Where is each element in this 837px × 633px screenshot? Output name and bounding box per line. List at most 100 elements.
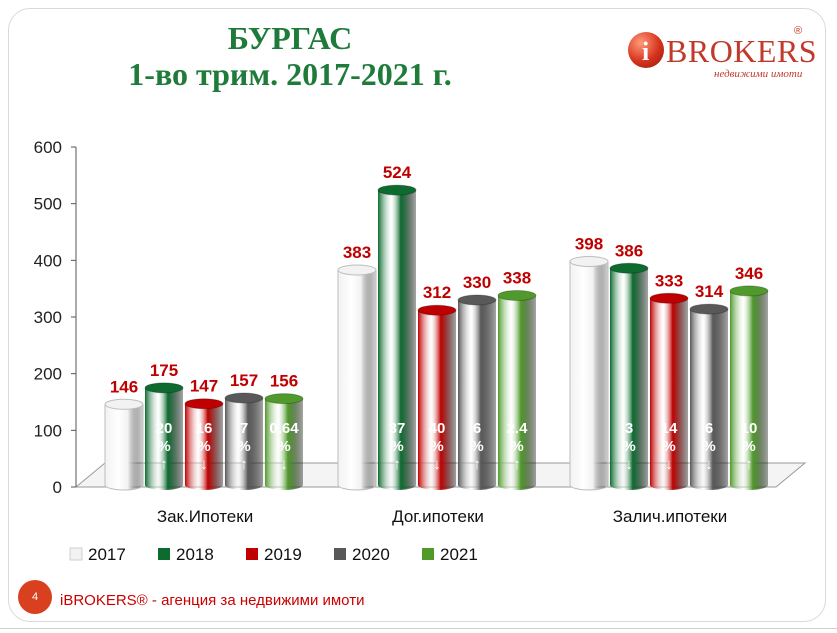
- bar-2017-2: [569, 260, 609, 491]
- bar-top-2019-1: [417, 304, 457, 316]
- bar-top-2017-0: [104, 398, 144, 410]
- bar-top-2018-1: [377, 184, 417, 196]
- y-tick-label: 0: [53, 478, 62, 497]
- bar-2017-1: [337, 269, 377, 491]
- ibrokers-logo: i BROKERS ® недвижими имоти: [618, 20, 817, 80]
- title-line-1: БУРГАС: [227, 20, 353, 56]
- bar-2018-0: [145, 387, 183, 490]
- data-label: 524: [383, 163, 412, 182]
- y-tick-label: 500: [34, 195, 62, 214]
- bar-2019-0: [185, 403, 223, 490]
- bar-top-2020-0: [224, 392, 264, 404]
- legend-label-2021: 2021: [440, 545, 478, 564]
- arrow-up-icon: ↑: [160, 456, 168, 473]
- bottom-divider: [0, 628, 837, 629]
- bar-top-2021-0: [264, 393, 304, 405]
- legend-label-2018: 2018: [176, 545, 214, 564]
- change-percent-value: 3: [625, 420, 633, 437]
- change-percent-sign: %: [510, 438, 523, 455]
- legend-swatch-2018: [158, 548, 170, 560]
- bar-2020-0: [225, 398, 263, 490]
- change-percent-sign: %: [470, 438, 483, 455]
- data-label: 398: [575, 234, 603, 253]
- arrow-down-icon: ↓: [625, 456, 633, 473]
- change-percent-sign: %: [157, 438, 170, 455]
- bar-top-2017-1: [337, 264, 377, 276]
- arrow-up-icon: ↑: [745, 456, 753, 473]
- data-label: 175: [150, 361, 178, 380]
- x-category-label: Зак.Ипотеки: [157, 507, 253, 526]
- data-label: 314: [695, 282, 724, 301]
- logo-text: BROKERS: [666, 33, 818, 69]
- arrow-up-icon: ↑: [393, 456, 401, 473]
- logo-ball-icon: [628, 32, 664, 68]
- change-percent-value: 6: [473, 420, 481, 437]
- chart-title: БУРГАС 1-во трим. 2017-2021 г.: [60, 20, 520, 92]
- change-percent-sign: %: [430, 438, 443, 455]
- footer-text: iBROKERS® - агенция за недвижими имоти: [60, 592, 365, 609]
- data-label: 330: [463, 273, 491, 292]
- arrow-up-icon: ↑: [473, 456, 481, 473]
- arrow-down-icon: ↓: [200, 456, 208, 473]
- arrow-down-icon: ↓: [705, 456, 713, 473]
- change-percent-value: 0.64: [269, 420, 299, 437]
- arrow-down-icon: ↓: [665, 456, 673, 473]
- data-label: 346: [735, 264, 763, 283]
- y-tick-label: 200: [34, 365, 62, 384]
- arrow-down-icon: ↓: [433, 456, 441, 473]
- data-label: 156: [270, 372, 298, 391]
- change-percent-value: 2.4: [507, 420, 529, 437]
- change-percent-value: 10: [741, 420, 758, 437]
- bar-top-2018-0: [144, 382, 184, 394]
- legend-label-2019: 2019: [264, 545, 302, 564]
- legend-swatch-2021: [422, 548, 434, 560]
- bar-top-2018-2: [609, 262, 649, 274]
- logo-subtitle: недвижими имоти: [714, 68, 803, 80]
- y-tick-label: 600: [34, 138, 62, 157]
- legend-swatch-2020: [334, 548, 346, 560]
- bar-2020-2: [690, 309, 728, 490]
- change-percent-sign: %: [702, 438, 715, 455]
- x-category-label: Залич.ипотеки: [613, 507, 727, 526]
- change-percent-sign: %: [622, 438, 635, 455]
- bar-2017-0: [104, 403, 144, 491]
- change-percent-sign: %: [277, 438, 290, 455]
- change-percent-sign: %: [237, 438, 250, 455]
- data-label: 157: [230, 371, 258, 390]
- change-percent-value: 14: [661, 420, 678, 437]
- y-tick-label: 100: [34, 421, 62, 440]
- change-percent-value: 16: [196, 420, 213, 437]
- bar-top-2017-2: [569, 255, 609, 267]
- slide-frame: [8, 8, 826, 622]
- legend-swatch-2019: [246, 548, 258, 560]
- bar-top-2020-1: [457, 294, 497, 306]
- bar-top-2019-0: [184, 398, 224, 410]
- bar-top-2019-2: [649, 292, 689, 304]
- change-percent-value: 37: [389, 420, 406, 437]
- change-percent-value: 7: [240, 420, 248, 437]
- data-label: 383: [343, 243, 371, 262]
- change-percent-sign: %: [197, 438, 210, 455]
- bar-2019-1: [418, 310, 456, 490]
- bar-top-2021-1: [497, 289, 537, 301]
- logo-registered-mark: ®: [794, 25, 803, 37]
- change-percent-value: 6: [705, 420, 713, 437]
- x-category-label: Дог.ипотеки: [392, 507, 484, 526]
- bar-2019-2: [650, 298, 688, 490]
- change-percent-sign: %: [742, 438, 755, 455]
- legend-label-2020: 2020: [352, 545, 390, 564]
- arrow-up-icon: ↑: [240, 456, 248, 473]
- bar-2021-1: [498, 295, 536, 490]
- data-label: 338: [503, 268, 531, 287]
- change-percent-sign: %: [390, 438, 403, 455]
- bar-top-2021-2: [729, 285, 769, 297]
- bar-2021-0: [265, 398, 303, 490]
- bar-2018-2: [610, 268, 648, 490]
- arrow-down-icon: ↓: [280, 456, 288, 473]
- data-label: 333: [655, 271, 683, 290]
- bar-2021-2: [730, 290, 768, 490]
- y-tick-label: 400: [34, 251, 62, 270]
- logo-i: i: [642, 37, 650, 66]
- y-tick-label: 300: [34, 308, 62, 327]
